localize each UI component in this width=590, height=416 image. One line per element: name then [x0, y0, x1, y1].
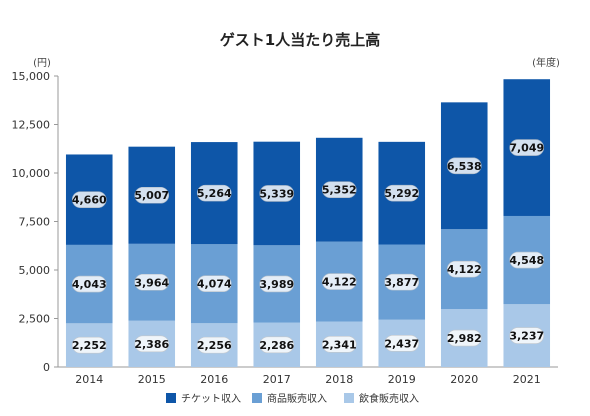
y-axis-unit: (円): [33, 58, 51, 69]
data-label: 4,122: [322, 276, 357, 289]
axes: 0 2,500 5,000 7,500 10,000 12,500 15,000 2014 20…: [12, 70, 558, 386]
data-label: 5,292: [384, 187, 419, 200]
x-tick-label: 2014: [75, 373, 103, 386]
x-tick-label: 2019: [388, 373, 416, 386]
data-label-bg: [446, 260, 482, 278]
x-tick-label: 2015: [138, 373, 166, 386]
legend-swatch: [166, 393, 176, 403]
legend-swatch: [252, 393, 262, 403]
data-label: 2,437: [384, 337, 419, 350]
data-label-bg: [509, 251, 545, 269]
data-label: 2,252: [72, 339, 107, 352]
x-tick-label: 2017: [263, 373, 291, 386]
data-label: 3,877: [384, 276, 419, 289]
data-label-bg: [384, 335, 420, 352]
data-label: 6,538: [447, 160, 482, 173]
y-tick-label: 0: [43, 361, 50, 374]
data-label-bg: [446, 157, 482, 175]
legend-swatch: [344, 393, 354, 403]
data-label-bg: [384, 184, 420, 202]
data-label-bg: [134, 186, 170, 204]
data-labels-group: 2,252 4,043 4,660 2,386 3,964 5,007 2,256 4,074…: [71, 139, 545, 354]
data-label: 3,989: [259, 278, 294, 291]
data-label-bg: [259, 275, 295, 293]
y-tick-label: 5,000: [19, 264, 51, 277]
y-tick-label: 2,500: [19, 313, 51, 326]
data-label: 4,660: [72, 194, 107, 207]
data-label: 4,043: [72, 278, 107, 291]
data-label-bg: [196, 336, 232, 354]
data-label: 5,264: [197, 187, 232, 200]
y-tick-label: 7,500: [19, 216, 51, 229]
legend-label: チケット収入: [181, 393, 241, 405]
data-label: 2,286: [259, 339, 294, 352]
legend-label: 商品販売収入: [267, 392, 327, 405]
y-tick-label: 15,000: [12, 70, 51, 83]
data-label-bg: [134, 335, 170, 353]
data-label: 4,074: [197, 278, 232, 291]
data-label: 7,049: [509, 142, 544, 155]
data-label: 5,007: [134, 189, 169, 202]
x-tick-label: 2018: [325, 373, 353, 386]
data-label-bg: [509, 139, 545, 156]
data-label-bg: [321, 273, 357, 290]
data-label-bg: [321, 181, 357, 199]
data-label-bg: [384, 273, 420, 291]
data-label-bg: [509, 327, 545, 344]
legend-label: 飲食販売収入: [359, 392, 419, 405]
data-label: 5,352: [322, 184, 357, 197]
data-label-bg: [321, 335, 357, 353]
chart-title: ゲスト1人当たり売上高: [220, 31, 380, 49]
x-axis-unit: (年度): [532, 56, 560, 69]
data-label-bg: [71, 275, 107, 293]
data-label: 5,339: [259, 187, 294, 200]
data-label-bg: [446, 329, 482, 347]
data-label: 2,256: [197, 339, 232, 352]
x-tick-label: 2016: [200, 373, 228, 386]
data-label: 4,122: [447, 263, 482, 276]
data-label-bg: [134, 273, 170, 291]
y-tick-label: 12,500: [12, 119, 51, 132]
data-label-bg: [71, 336, 107, 354]
y-tick-label: 10,000: [12, 167, 51, 180]
data-label-bg: [259, 185, 295, 202]
x-tick-label: 2020: [450, 373, 478, 386]
legend: チケット収入 商品販売収入 飲食販売収入: [166, 392, 419, 405]
data-label: 3,237: [509, 330, 544, 343]
data-label-bg: [196, 184, 232, 202]
data-label: 3,964: [134, 276, 169, 289]
data-label: 2,386: [134, 338, 169, 351]
x-tick-label: 2021: [513, 373, 541, 386]
bars-group: [65, 79, 551, 367]
data-label-bg: [71, 191, 107, 208]
data-label-bg: [196, 275, 232, 293]
data-label: 2,341: [322, 338, 357, 351]
data-label: 2,982: [447, 332, 482, 345]
data-label: 4,548: [509, 254, 544, 267]
data-label-bg: [259, 336, 295, 354]
